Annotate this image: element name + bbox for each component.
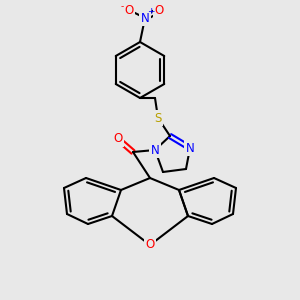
Text: S: S	[154, 112, 162, 124]
Text: -: -	[120, 2, 124, 11]
Text: N: N	[186, 142, 194, 154]
Text: O: O	[154, 4, 164, 16]
Text: O: O	[124, 4, 134, 16]
Text: O: O	[146, 238, 154, 251]
Text: N: N	[151, 143, 159, 157]
Text: O: O	[113, 133, 123, 146]
Text: +: +	[147, 7, 155, 16]
Text: N: N	[141, 11, 149, 25]
